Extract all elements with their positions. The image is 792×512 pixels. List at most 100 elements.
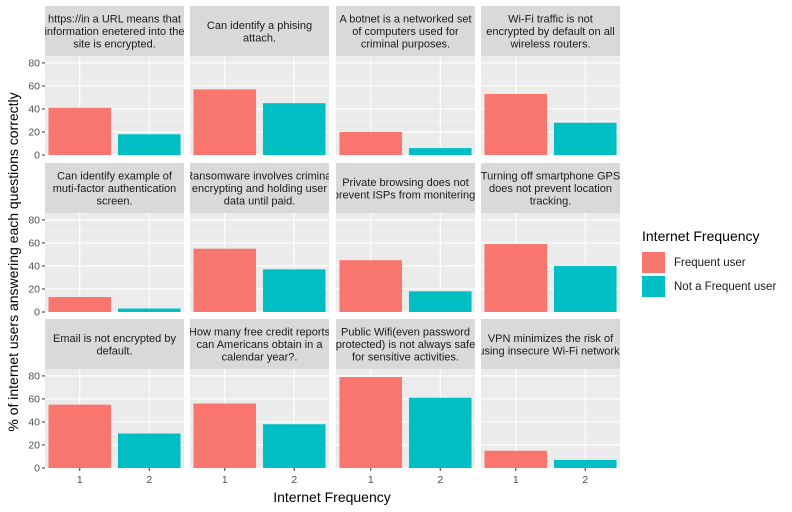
facet-strip-title: using insecure Wi-Fi network. (478, 345, 622, 357)
y-tick-label: 40 (28, 260, 40, 272)
facet-strip (481, 163, 620, 213)
legend: Internet Frequency Frequent user Not a F… (642, 228, 788, 299)
bar-not-frequent-user (408, 397, 472, 468)
x-tick-label: 2 (582, 474, 588, 486)
facet-strip-title: site is encrypted. (73, 39, 156, 51)
x-axis-title: Internet Frequency (273, 489, 391, 505)
legend-label-not-frequent-user: Not a Frequent user (674, 280, 777, 293)
bar-not-frequent-user (262, 424, 326, 468)
facet-strip-title: https://in a URL means that (48, 14, 181, 26)
bar-frequent-user (48, 297, 112, 312)
bar-not-frequent-user (553, 122, 617, 155)
facet-strip-title: can Americans obtain in a (197, 339, 324, 351)
facet-strip-title: for sensitive activities. (352, 352, 459, 364)
x-tick-label: 2 (291, 474, 297, 486)
y-tick-label: 60 (28, 80, 40, 92)
facet-strip-title: VPN minimizes the risk of (488, 333, 614, 345)
x-tick-label: 2 (146, 474, 152, 486)
facet-strip-title: wireless routers. (509, 39, 590, 51)
bar-not-frequent-user (117, 433, 181, 468)
bar-not-frequent-user (553, 265, 617, 312)
y-tick-label: 80 (28, 370, 40, 382)
bar-not-frequent-user (117, 134, 181, 155)
y-tick-label: 40 (28, 103, 40, 115)
facet-strip-title: How many free credit reports (189, 327, 331, 339)
y-tick-label: 0 (34, 307, 40, 319)
y-tick-label: 80 (28, 214, 40, 226)
y-tick-label: 0 (34, 150, 40, 162)
facet-strip-title: protected) is not always safe (336, 339, 475, 351)
facet-strip-title: encrypting and holding user (192, 183, 327, 195)
bar-frequent-user (484, 93, 548, 155)
facet-strip (190, 163, 329, 213)
x-tick-label: 2 (437, 474, 443, 486)
bar-frequent-user (484, 450, 548, 468)
legend-label-frequent-user: Frequent user (674, 256, 746, 269)
x-tick-label: 1 (222, 474, 228, 486)
facet-strip-title: data until paid. (224, 196, 296, 208)
facet-strip-title: Turning off smartphone GPS (481, 171, 620, 183)
y-tick-label: 20 (28, 283, 40, 295)
y-tick-label: 0 (34, 463, 40, 475)
facet-strip (190, 6, 329, 56)
facet-strip (336, 319, 475, 369)
facet-strip (336, 163, 475, 213)
facet-strip-title: screen. (96, 196, 132, 208)
y-axis-title: % of internet users answering each quest… (5, 92, 21, 431)
y-tick-label: 40 (28, 416, 40, 428)
bar-not-frequent-user (553, 459, 617, 468)
bar-not-frequent-user (117, 308, 181, 312)
facet-strip-title: muti-factor authentication (53, 183, 177, 195)
facet-strip-title: of computers used for (352, 26, 459, 38)
facet-strip (481, 319, 620, 369)
facet-strip (190, 319, 329, 369)
panel-background (45, 213, 184, 312)
bar-frequent-user (48, 107, 112, 155)
y-tick-label: 20 (28, 126, 40, 138)
facet-strip-title: default. (96, 345, 132, 357)
bar-not-frequent-user (408, 148, 472, 155)
y-tick-label: 60 (28, 237, 40, 249)
legend-title: Internet Frequency (642, 228, 760, 244)
legend-swatch-frequent-user (642, 252, 665, 273)
x-tick-label: 1 (77, 474, 83, 486)
facet-strip-title: Can identify a phising (207, 20, 312, 32)
facet-strip-title: Can identify example of (57, 171, 173, 183)
bar-frequent-user (193, 403, 257, 468)
bar-frequent-user (484, 244, 548, 312)
bar-frequent-user (339, 377, 403, 468)
facet-strip-title: does not prevent location (489, 183, 612, 195)
facet-strip-title: A botnet is a networked set (339, 14, 471, 26)
facet-strip-title: attach. (243, 32, 276, 44)
facet-strip-title: encrypted by default on all (486, 26, 614, 38)
x-tick-label: 1 (368, 474, 374, 486)
facet-strip (45, 319, 184, 369)
facet-strip (45, 163, 184, 213)
bar-not-frequent-user (262, 103, 326, 155)
facet-strip-title: criminal purposes. (361, 39, 450, 51)
bar-not-frequent-user (262, 269, 326, 312)
bar-frequent-user (339, 131, 403, 155)
bar-frequent-user (48, 404, 112, 468)
facet-strip-title: Email is not encrypted by (53, 333, 176, 345)
facet-strip-title: prevent ISPs from monitering. (333, 189, 479, 201)
y-tick-label: 60 (28, 393, 40, 405)
bar-frequent-user (193, 248, 257, 312)
legend-swatch-not-frequent-user (642, 276, 665, 297)
legend-item-frequent-user: Frequent user (642, 251, 788, 274)
facet-strip-title: calendar year?. (222, 352, 298, 364)
facet-strip-title: Public Wifi(even password (341, 327, 470, 339)
bar-frequent-user (193, 89, 257, 155)
